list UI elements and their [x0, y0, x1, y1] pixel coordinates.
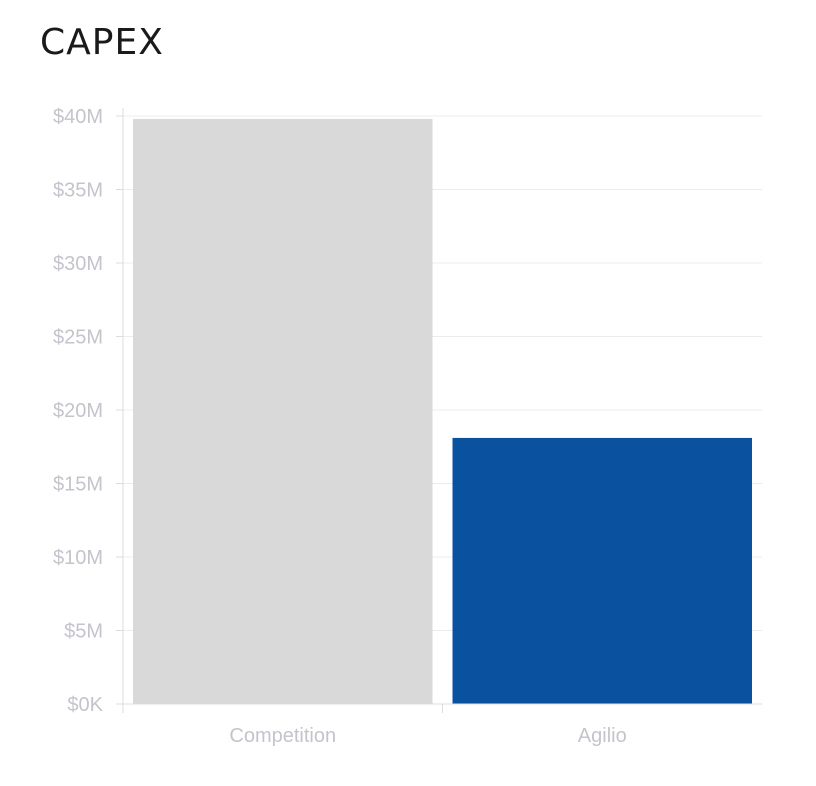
bars [133, 118, 752, 704]
y-tick-label: $25M [53, 327, 103, 349]
x-tick-label: Competition [229, 725, 336, 747]
y-tick-label: $15M [53, 474, 103, 496]
tick-labels: $0K $5M $10M $15M $20M $25M $30M $35M $40M Compet… [53, 106, 627, 747]
y-tick-label: $0K [67, 694, 103, 716]
bar-competition [133, 118, 433, 704]
y-tick-label: $30M [53, 253, 103, 275]
bar-agilio [452, 437, 752, 704]
y-tick-label: $5M [64, 621, 103, 643]
y-tick-label: $20M [53, 400, 103, 422]
chart-title: CAPEX [40, 22, 164, 63]
y-tick-label: $35M [53, 180, 103, 202]
y-tick-label: $10M [53, 547, 103, 569]
x-tick-label: Agilio [578, 725, 627, 747]
axes [116, 108, 762, 713]
y-tick-label: $40M [53, 106, 103, 128]
